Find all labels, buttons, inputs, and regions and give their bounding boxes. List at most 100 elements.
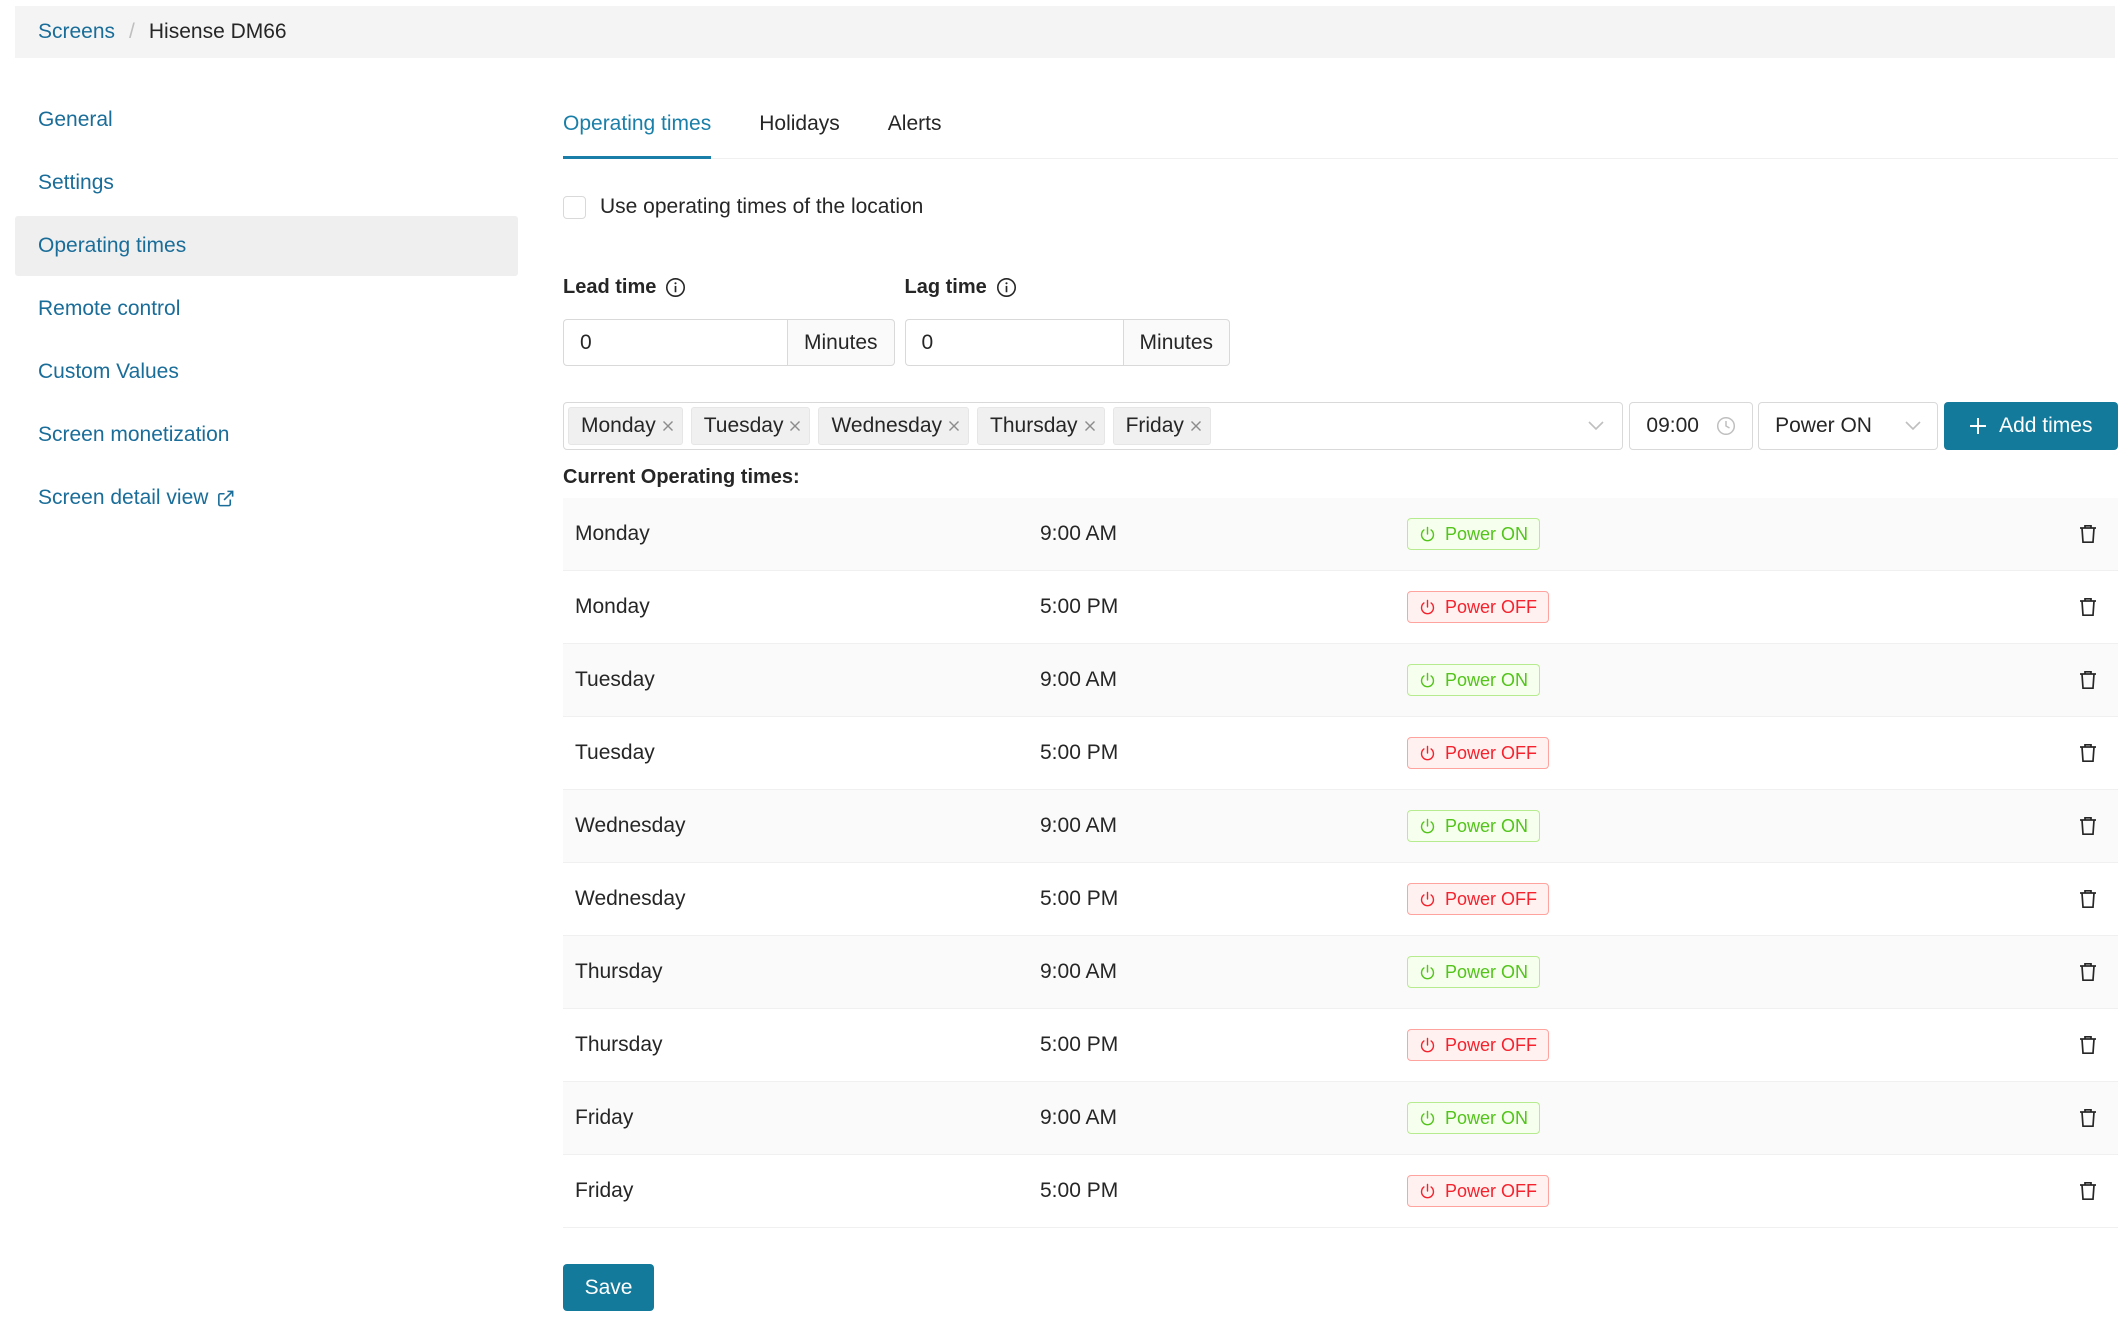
status-label: Power ON [1445, 669, 1529, 690]
status-label: Power ON [1445, 961, 1529, 982]
row-day: Friday [575, 1106, 634, 1129]
info-icon[interactable] [665, 277, 686, 298]
close-icon[interactable] [789, 420, 801, 432]
table-row: Thursday 5:00 PM Power OFF [563, 1009, 2118, 1082]
close-icon[interactable] [948, 420, 960, 432]
delete-button[interactable] [2058, 1181, 2118, 1201]
lead-time-group: Lead time Minutes [563, 274, 895, 366]
delete-button[interactable] [2058, 962, 2118, 982]
table-row: Thursday 9:00 AM Power ON [563, 936, 2118, 1009]
status-badge: Power ON [1407, 956, 1541, 988]
main-content: Operating times Holidays Alerts Use operat… [563, 96, 2118, 1311]
sidebar-item-custom-values[interactable]: Custom Values [15, 342, 518, 402]
delete-button[interactable] [2058, 1035, 2118, 1055]
breadcrumb-separator: / [129, 20, 135, 43]
sidebar-item-label: General [38, 108, 113, 131]
status-label: Power ON [1445, 1107, 1529, 1128]
status-label: Power ON [1445, 523, 1529, 544]
row-status-cell: Power ON [1407, 518, 2058, 550]
row-status-cell: Power OFF [1407, 737, 2058, 769]
sidebar-item-operating-times[interactable]: Operating times [15, 216, 518, 276]
time-picker[interactable]: 09:00 [1629, 402, 1754, 450]
close-icon[interactable] [1084, 420, 1096, 432]
days-multiselect[interactable]: Monday Tuesday Wednesday Thursday Friday [563, 402, 1624, 450]
use-location-checkbox[interactable] [563, 195, 586, 219]
table-row: Monday 5:00 PM Power OFF [563, 571, 2118, 644]
status-badge: Power ON [1407, 1102, 1541, 1134]
power-icon [1419, 1110, 1436, 1127]
delete-button[interactable] [2058, 816, 2118, 836]
table-row: Tuesday 9:00 AM Power ON [563, 644, 2118, 717]
lag-time-input[interactable] [904, 319, 1123, 366]
status-badge: Power ON [1407, 810, 1541, 842]
power-select[interactable]: Power ON [1758, 402, 1938, 450]
delete-button[interactable] [2058, 743, 2118, 763]
row-time: 9:00 AM [1040, 522, 1118, 545]
info-icon[interactable] [996, 277, 1017, 298]
row-day: Wednesday [575, 814, 686, 837]
power-icon [1419, 526, 1436, 543]
delete-button[interactable] [2058, 670, 2118, 690]
tab-operating-times[interactable]: Operating times [563, 96, 712, 159]
use-location-label[interactable]: Use operating times of the location [600, 195, 924, 218]
row-day: Tuesday [575, 741, 655, 764]
table-row: Monday 9:00 AM Power ON [563, 498, 2118, 571]
current-times-title: Current Operating times: [563, 466, 800, 488]
lead-time-input[interactable] [563, 319, 787, 366]
day-tag-tuesday: Tuesday [690, 407, 811, 445]
sidebar-item-remote-control[interactable]: Remote control [15, 279, 518, 339]
row-day: Monday [575, 595, 650, 618]
lag-time-label: Lag time [904, 275, 987, 298]
use-location-row: Use operating times of the location [563, 192, 2118, 222]
table-row: Wednesday 5:00 PM Power OFF [563, 863, 2118, 936]
lead-time-input-group: Minutes [563, 319, 895, 366]
tab-alerts[interactable]: Alerts [887, 112, 942, 135]
row-status-cell: Power OFF [1407, 591, 2058, 623]
trash-icon [2079, 597, 2097, 617]
row-time: 5:00 PM [1040, 1033, 1119, 1056]
lead-time-label: Lead time [563, 275, 657, 298]
delete-button[interactable] [2058, 889, 2118, 909]
row-time: 5:00 PM [1040, 595, 1119, 618]
sidebar-item-label: Screen detail view [38, 486, 209, 509]
delete-button[interactable] [2058, 524, 2118, 544]
add-times-label: Add times [1999, 414, 2093, 437]
sidebar-item-settings[interactable]: Settings [15, 153, 518, 213]
save-button[interactable]: Save [563, 1264, 654, 1311]
sidebar-item-screen-detail-view[interactable]: Screen detail view [15, 468, 518, 528]
status-label: Power ON [1445, 815, 1529, 836]
sidebar: General Settings Operating times Remote con… [15, 90, 518, 531]
trash-icon [2079, 816, 2097, 836]
row-day: Thursday [575, 960, 663, 983]
table-row: Wednesday 9:00 AM Power ON [563, 790, 2118, 863]
row-status-cell: Power OFF [1407, 1175, 2058, 1207]
lag-time-unit: Minutes [1122, 319, 1231, 366]
breadcrumb-screens-link[interactable]: Screens [38, 20, 116, 43]
sidebar-item-label: Custom Values [38, 360, 179, 383]
power-select-value: Power ON [1775, 414, 1872, 437]
row-day: Tuesday [575, 668, 655, 691]
power-icon [1419, 599, 1436, 616]
sidebar-item-general[interactable]: General [15, 90, 518, 150]
row-day: Friday [575, 1179, 634, 1202]
operating-times-table: Monday 9:00 AM Power ON Monday 5:00 PM Power … [563, 498, 2118, 1228]
table-row: Tuesday 5:00 PM Power OFF [563, 717, 2118, 790]
status-badge: Power OFF [1407, 1175, 1550, 1207]
chevron-down-icon [1588, 421, 1604, 431]
row-status-cell: Power OFF [1407, 1029, 2058, 1061]
lag-time-group: Lag time Minutes [904, 274, 1231, 366]
delete-button[interactable] [2058, 1108, 2118, 1128]
add-times-button[interactable]: Add times [1943, 402, 2118, 450]
close-icon[interactable] [662, 420, 674, 432]
tab-holidays[interactable]: Holidays [759, 112, 840, 135]
close-icon[interactable] [1190, 420, 1202, 432]
power-icon [1419, 964, 1436, 981]
lead-lag-section: Lead time Minutes Lag time Minutes [563, 274, 2118, 366]
sidebar-item-screen-monetization[interactable]: Screen monetization [15, 405, 518, 465]
day-tag-label: Wednesday [831, 414, 943, 437]
trash-icon [2079, 962, 2097, 982]
row-status-cell: Power ON [1407, 1102, 2058, 1134]
delete-button[interactable] [2058, 597, 2118, 617]
breadcrumb-current: Hisense DM66 [148, 20, 287, 43]
table-row: Friday 5:00 PM Power OFF [563, 1155, 2118, 1228]
